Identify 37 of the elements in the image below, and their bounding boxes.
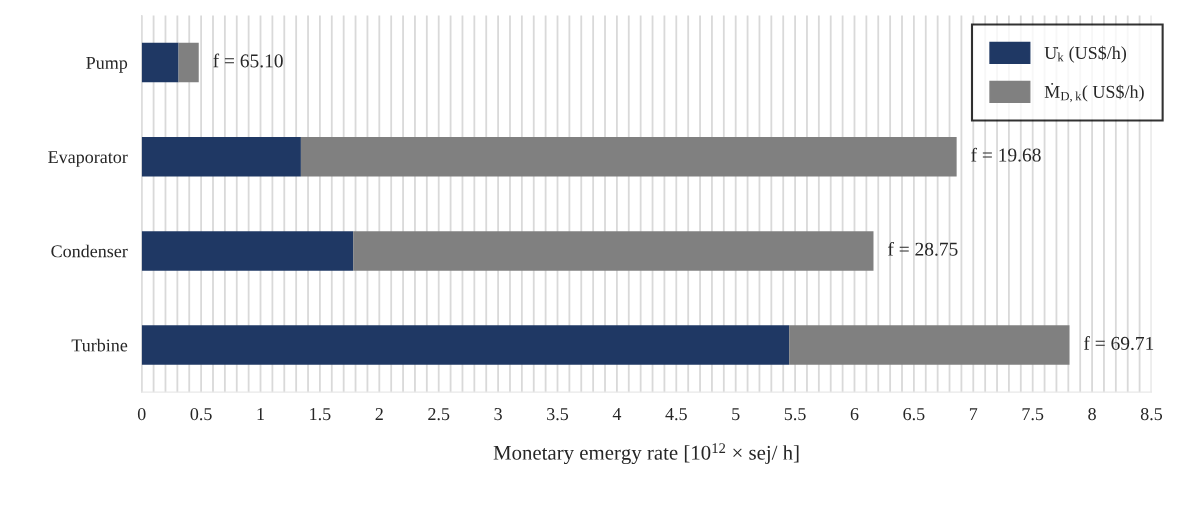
x-tick-label: 0.5 [190, 407, 212, 421]
bar [789, 325, 1070, 365]
x-tick-label: 2 [375, 408, 383, 420]
bar [300, 136, 957, 177]
x-tick-label: 1.5 [310, 408, 331, 421]
x-tick-label: 8.5 [1140, 407, 1163, 421]
x-tick-label: 4 [612, 408, 622, 420]
bar [141, 136, 301, 177]
legend-label: Ṁ$_{D,k}$( US$/h) [1044, 82, 1144, 103]
x-tick-label: 0 [137, 407, 146, 421]
x-tick-label: 3 [494, 408, 502, 421]
y-tick-label: Condenser [51, 244, 128, 258]
x-tick-label: 6 [850, 408, 859, 421]
x-tick-label: 5 [732, 408, 740, 421]
annotation: f = 19.68 [971, 147, 1041, 162]
annotation: f = 28.75 [887, 241, 958, 256]
bar [178, 42, 199, 83]
annotation: f = 65.10 [213, 53, 283, 68]
x-tick-label: 2.5 [428, 408, 450, 421]
y-tick-label: Evaporator [48, 151, 128, 167]
x-tick-label: 4.5 [665, 408, 687, 421]
bar [141, 231, 354, 271]
x-axis-title: Monetary emergy rate [10$^{12}$ × sej/ h] [493, 443, 799, 465]
x-tick-label: 1 [257, 408, 264, 420]
x-tick-label: 7 [969, 408, 978, 420]
bar [141, 42, 179, 83]
x-tick-label: 7.5 [1022, 408, 1044, 421]
bar [353, 231, 874, 271]
y-tick-label: Turbine [71, 338, 128, 352]
x-tick-label: 5.5 [784, 408, 806, 421]
y-tick-label: Pump [86, 57, 128, 73]
legend-label: U̇$_{k}$ (US$/h) [1044, 45, 1127, 63]
x-tick-label: 3.5 [547, 408, 569, 421]
x-tick-label: 6.5 [903, 408, 925, 421]
annotation: f = 69.71 [1083, 336, 1154, 351]
bar [141, 325, 790, 365]
x-tick-label: 8 [1088, 407, 1096, 421]
